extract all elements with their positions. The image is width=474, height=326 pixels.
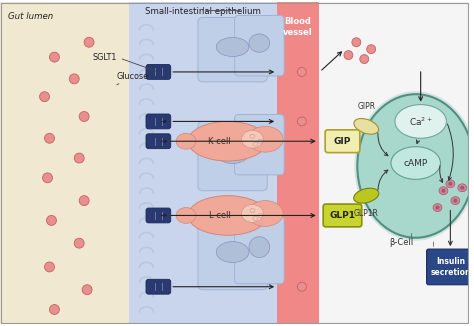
Text: L cell: L cell [209, 211, 231, 220]
Text: SGLT1: SGLT1 [92, 52, 156, 71]
Ellipse shape [188, 121, 267, 161]
Bar [277, 2, 319, 324]
Ellipse shape [258, 214, 263, 217]
Ellipse shape [250, 209, 255, 213]
Ellipse shape [354, 119, 379, 134]
Bar [319, 2, 469, 324]
Ellipse shape [242, 130, 263, 148]
Ellipse shape [249, 34, 270, 52]
Ellipse shape [357, 94, 474, 238]
FancyBboxPatch shape [323, 204, 362, 227]
Ellipse shape [446, 180, 455, 188]
Ellipse shape [84, 37, 94, 47]
Ellipse shape [216, 143, 249, 164]
FancyBboxPatch shape [235, 216, 284, 284]
Ellipse shape [451, 197, 460, 205]
Ellipse shape [247, 200, 283, 226]
Text: GLP1: GLP1 [329, 211, 356, 220]
Ellipse shape [69, 74, 79, 84]
Ellipse shape [247, 126, 283, 152]
Ellipse shape [352, 38, 361, 47]
Ellipse shape [441, 189, 446, 193]
Ellipse shape [439, 187, 448, 195]
FancyBboxPatch shape [146, 134, 171, 149]
Ellipse shape [253, 142, 258, 146]
Bar [128, 2, 292, 324]
Text: Gut lumen: Gut lumen [8, 11, 53, 21]
FancyBboxPatch shape [146, 65, 171, 79]
Ellipse shape [82, 285, 92, 295]
Ellipse shape [448, 182, 452, 186]
FancyBboxPatch shape [198, 18, 267, 82]
Text: GIP: GIP [334, 137, 351, 146]
FancyBboxPatch shape [235, 16, 284, 76]
Ellipse shape [258, 139, 263, 143]
Ellipse shape [298, 117, 306, 126]
Bar [0, 2, 128, 324]
Ellipse shape [242, 205, 263, 222]
Ellipse shape [360, 55, 369, 64]
Ellipse shape [249, 133, 270, 151]
Ellipse shape [74, 153, 84, 163]
Ellipse shape [460, 186, 464, 190]
Ellipse shape [46, 215, 56, 225]
Ellipse shape [298, 67, 306, 76]
Text: Blood
vessel: Blood vessel [283, 18, 313, 37]
Ellipse shape [391, 147, 440, 179]
Ellipse shape [354, 188, 379, 203]
Text: GIPR: GIPR [357, 101, 375, 111]
Ellipse shape [43, 173, 53, 183]
Ellipse shape [355, 91, 474, 241]
Ellipse shape [79, 111, 89, 121]
Ellipse shape [367, 45, 375, 53]
Ellipse shape [74, 238, 84, 248]
FancyBboxPatch shape [146, 114, 171, 129]
Ellipse shape [188, 196, 267, 235]
Ellipse shape [458, 184, 467, 192]
FancyBboxPatch shape [146, 279, 171, 294]
Text: β-Cell: β-Cell [389, 238, 413, 247]
Ellipse shape [79, 196, 89, 206]
Ellipse shape [250, 134, 255, 138]
Ellipse shape [253, 216, 258, 220]
Text: cAMP: cAMP [403, 158, 428, 168]
Ellipse shape [40, 92, 49, 102]
Ellipse shape [216, 242, 249, 262]
Ellipse shape [45, 133, 55, 143]
Text: Small-intestinal epithelium: Small-intestinal epithelium [145, 7, 261, 16]
Ellipse shape [216, 37, 249, 56]
Text: Glucose: Glucose [117, 72, 149, 85]
Ellipse shape [344, 51, 353, 60]
Text: GLP1R: GLP1R [354, 209, 379, 217]
Ellipse shape [453, 199, 457, 202]
FancyBboxPatch shape [325, 130, 360, 153]
Ellipse shape [176, 208, 196, 223]
Ellipse shape [436, 206, 439, 210]
Ellipse shape [298, 282, 306, 291]
FancyBboxPatch shape [235, 114, 284, 175]
FancyBboxPatch shape [146, 208, 171, 223]
Ellipse shape [49, 52, 59, 62]
FancyBboxPatch shape [427, 249, 474, 285]
Ellipse shape [45, 262, 55, 272]
FancyBboxPatch shape [198, 121, 267, 191]
Ellipse shape [395, 105, 447, 138]
FancyBboxPatch shape [198, 220, 267, 290]
Text: K cell: K cell [209, 137, 231, 146]
Text: Ca$^{2+}$: Ca$^{2+}$ [409, 115, 433, 127]
Ellipse shape [249, 237, 270, 258]
Ellipse shape [433, 203, 442, 212]
Ellipse shape [176, 133, 196, 149]
Ellipse shape [49, 304, 59, 315]
Text: Insulin
secretion: Insulin secretion [430, 257, 471, 277]
